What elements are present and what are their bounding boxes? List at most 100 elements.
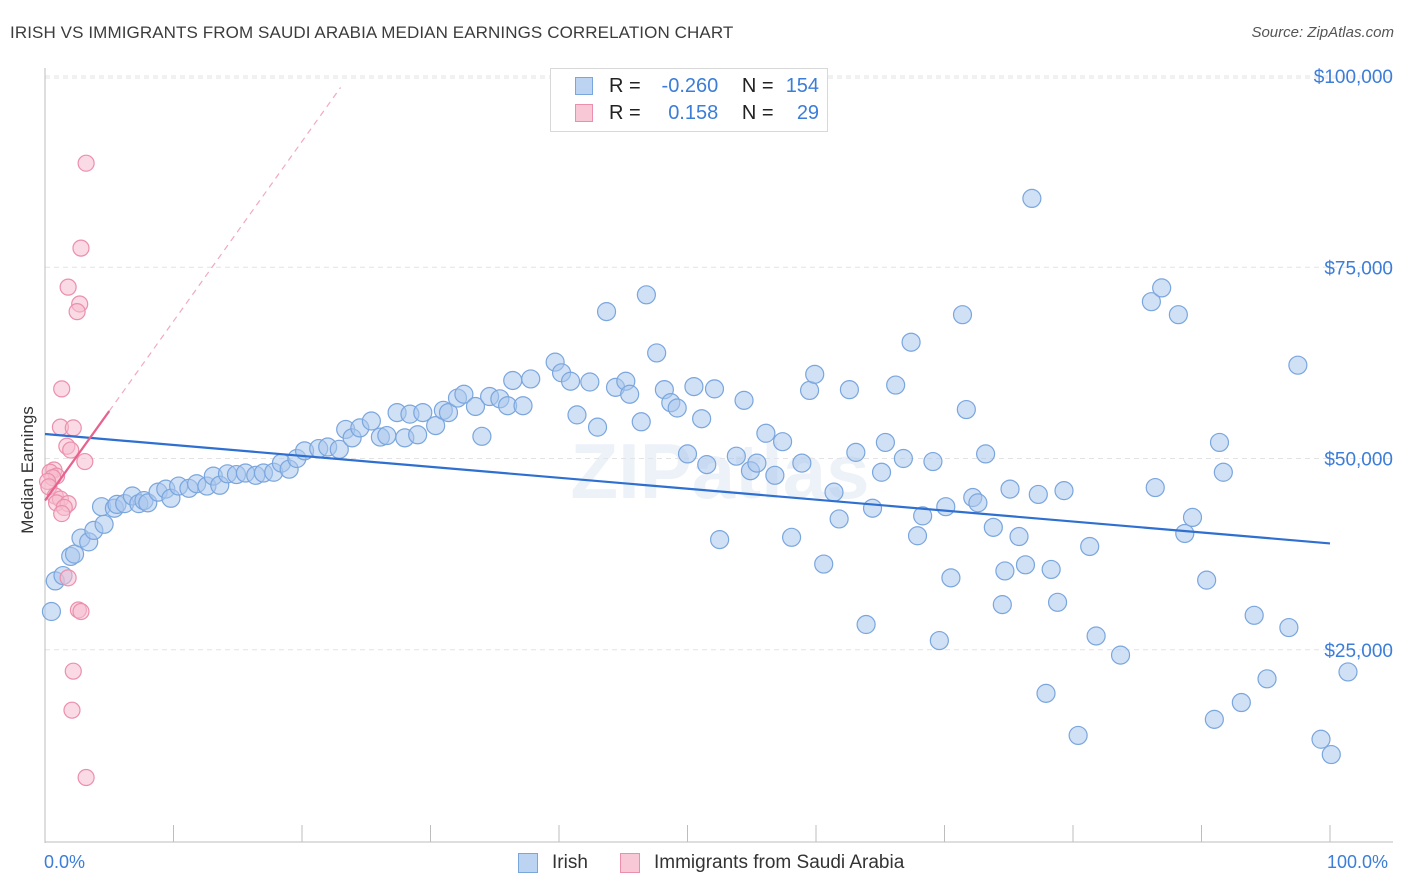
irish-point [596, 302, 617, 322]
irish-point [94, 514, 114, 534]
irish-point [1015, 555, 1036, 575]
irish-point [726, 446, 746, 466]
irish-point [929, 630, 949, 651]
irish-point [765, 465, 785, 485]
irish-point [856, 614, 876, 635]
irish-point [513, 396, 533, 416]
irish-point [1080, 536, 1100, 557]
irish-point [521, 369, 541, 389]
irish-point [824, 482, 844, 502]
irish-point [1145, 477, 1165, 498]
irish-point [1068, 725, 1088, 746]
irish-point [1197, 570, 1217, 590]
irish-point [1244, 605, 1264, 625]
series-swatch-saudi [620, 853, 640, 873]
irish-point [772, 432, 793, 452]
series-swatch-irish [518, 853, 538, 873]
watermark: ZIPatlas [570, 427, 869, 515]
irish-point [936, 497, 956, 517]
irish-point [677, 444, 698, 464]
saudi-point [72, 602, 90, 621]
irish-point [426, 416, 446, 436]
saudi-point [53, 504, 71, 523]
irish-point [1152, 278, 1172, 298]
irish-point [667, 398, 687, 418]
saudi-point [63, 701, 81, 719]
irish-point [952, 305, 973, 325]
irish-point [805, 364, 825, 384]
irish-point [620, 384, 640, 404]
irish-point [907, 526, 928, 546]
irish-point [871, 462, 892, 482]
irish-point [587, 417, 608, 437]
irish-point [923, 451, 943, 472]
irish-point [64, 544, 85, 564]
chart-title: IRISH VS IMMIGRANTS FROM SAUDI ARABIA ME… [10, 23, 734, 42]
irish-point [1204, 709, 1224, 729]
irish-point [1028, 484, 1048, 505]
irish-point [1047, 592, 1068, 612]
irish-point [1168, 305, 1188, 325]
irish-point [846, 442, 866, 462]
saudi-point [64, 662, 82, 680]
irish-point [697, 455, 717, 475]
saudi-point [77, 154, 95, 172]
irish-point [1141, 292, 1161, 312]
irish-trend-line [44, 432, 1331, 545]
irish-point [454, 384, 474, 404]
saudi-point [62, 441, 80, 459]
irish-point [1022, 188, 1042, 208]
saudi-point [59, 278, 77, 296]
irish-point [1054, 481, 1074, 501]
irish-point [1041, 559, 1061, 580]
irish-point [839, 380, 860, 400]
x-tick-label-min: 0.0% [44, 852, 86, 872]
legend-text-saudi: R = 0.158 N = 29 [609, 102, 820, 124]
irish-point [1000, 479, 1020, 499]
irish-point [956, 399, 976, 420]
legend-r-value-irish: -0.260 [661, 75, 719, 97]
irish-point [1110, 645, 1131, 665]
saudi-trend-line [44, 410, 111, 502]
legend-swatch-saudi [575, 104, 593, 122]
irish-point [1213, 462, 1233, 482]
series-label-irish: Irish [552, 852, 588, 873]
y-tick-label: $50,000 [1324, 450, 1393, 471]
irish-point [901, 332, 921, 352]
irish-point [1175, 523, 1195, 544]
irish-point [1009, 526, 1029, 547]
irish-point [862, 498, 883, 518]
irish-point [756, 423, 776, 443]
irish-point [1182, 507, 1203, 528]
irish-point [413, 403, 433, 423]
irish-point [1311, 729, 1331, 749]
legend-n-value-saudi: 29 [796, 102, 820, 124]
irish-point [647, 343, 667, 363]
irish-point [913, 506, 933, 526]
saudi-point [53, 380, 71, 398]
saudi-point [59, 569, 77, 587]
saudi-point [76, 452, 94, 471]
irish-point [1338, 662, 1358, 682]
irish-point [799, 380, 820, 401]
irish-point [377, 425, 397, 446]
irish-point [1321, 744, 1341, 765]
irish-point [781, 527, 802, 547]
legend-r-value-saudi: 0.158 [668, 102, 719, 124]
irish-point [361, 411, 381, 431]
irish-point [976, 444, 996, 464]
y-tick-label: $75,000 [1324, 258, 1393, 279]
irish-point [684, 376, 704, 397]
irish-point [1086, 626, 1106, 646]
irish-point [560, 371, 581, 391]
irish-point [995, 561, 1015, 581]
saudi-point [68, 303, 86, 321]
irish-point [472, 426, 492, 446]
irish-point [992, 595, 1012, 615]
irish-point [1257, 669, 1277, 689]
irish-point [408, 425, 428, 445]
irish-point [636, 285, 656, 305]
irish-point [792, 453, 812, 473]
irish-point [747, 453, 767, 473]
